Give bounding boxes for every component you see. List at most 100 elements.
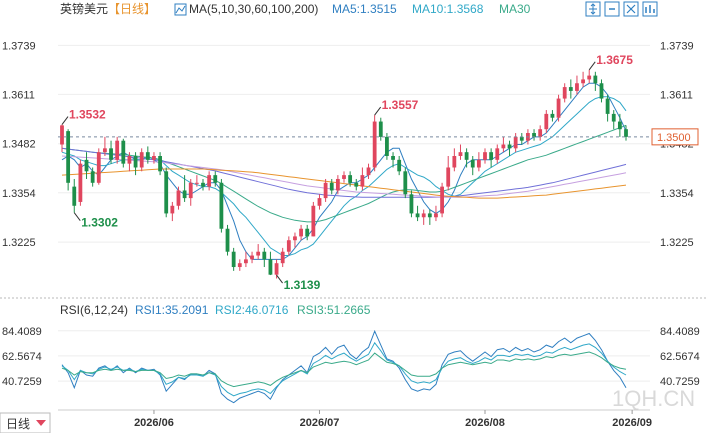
candle-up [501,144,506,149]
candle-down [348,175,353,183]
candle-down [617,121,622,130]
rsi-label: RSI(6,12,24) [60,303,128,317]
candle-down [219,182,224,229]
candle-up [342,175,346,179]
candle-up [96,152,101,183]
candle-down [231,251,236,268]
candle-down [464,152,469,160]
candle-up [170,205,175,214]
rsi2-line [61,341,627,397]
candle-down [378,121,383,137]
price-gridlines [58,44,650,243]
rsi-y-axis-left: 84.4089 62.5674 40.7259 [2,326,42,388]
chart-header: 英镑美元 【日线】 MA(5,10,30,60,100,200) MA5:1.3… [60,1,658,17]
period-button[interactable]: 日线 [0,412,51,433]
rsi-y-axis-right: 84.4089 62.5674 40.7259 [660,326,700,388]
candle-up [293,236,297,241]
price-tick-label-left: 1.3225 [2,237,36,249]
indicator-icon[interactable] [174,3,187,16]
rsi2-value: RSI2:46.0716 [215,303,289,317]
zoom-out-icon[interactable] [604,1,620,17]
candle-down [427,213,432,218]
candle-up [194,182,199,184]
candle-down [84,159,89,172]
candle-down [470,159,475,168]
candle-up [587,75,592,80]
ma5-value: MA5:1.3515 [332,2,397,16]
candle-up [581,79,585,84]
period-label[interactable]: 【日线】 [108,2,156,16]
candle-up [421,213,426,218]
candle-down [262,251,267,260]
candle-up [446,167,451,187]
high-price-label: 1.3532 [69,108,106,122]
candle-up [440,186,444,214]
ma200-line [61,168,627,199]
annotation-leader [73,212,81,221]
candle-up [556,98,561,118]
candle-up [317,198,322,206]
candle-down [90,171,95,183]
candle-down [109,148,113,160]
candle-up [103,148,107,153]
close-icon[interactable] [623,1,639,17]
candle-down [354,182,359,187]
candle-down [158,156,162,172]
candle-down [268,259,273,275]
fullscreen-icon[interactable] [585,1,601,17]
moving-average-lines [61,82,627,260]
candle-up [280,251,285,264]
candle-down [182,190,187,199]
rsi3-line [61,351,627,388]
annotation-leader [61,116,69,125]
price-y-axis-left: 1.3739 1.3611 1.3482 1.3354 1.3225 [2,40,36,249]
candle-up [250,255,254,260]
candle-up [434,213,438,218]
ma100-line [61,155,627,198]
candle-up [366,167,371,176]
last-price-label: 1.3500 [657,132,691,144]
candle-up [544,113,549,130]
candle-up [452,156,457,168]
last-price-marker: 1.3500 [58,128,699,146]
candle-up [311,205,316,237]
low-price-label: 1.3139 [284,278,321,292]
rsi1-value: RSI1:35.2091 [135,303,209,317]
x-tick-label: 2026/06 [134,417,174,429]
candle-up [562,87,567,99]
price-tick-label-left: 1.3482 [2,139,36,151]
candle-down [550,113,555,118]
candle-down [225,228,230,252]
candle-down [201,182,205,187]
rsi-header: RSI(6,12,24) RSI1:35.2091 RSI2:46.0716 R… [60,303,371,317]
candle-down [72,186,77,206]
rsi-tick-label-left: 84.4089 [2,326,42,338]
high-price-label: 1.3557 [382,98,419,112]
candle-down [397,159,402,172]
candle-up [495,148,500,160]
candle-down [403,171,408,195]
rsi-panel: RSI(6,12,24) RSI1:35.2091 RSI2:46.0716 R… [2,303,700,404]
candle-up [513,136,518,149]
candle-up [360,175,365,187]
x-tick-label: 2026/08 [465,417,505,429]
candle-down [611,113,616,122]
rsi1-line [61,329,627,404]
x-tick-label: 2026/07 [300,417,340,429]
candle-up [476,159,481,168]
candle-up [372,121,377,168]
watermark: 1QH.CN [612,386,695,411]
candlesticks [60,69,628,279]
candle-up [60,125,64,145]
candle-down [213,175,218,183]
candle-down [415,213,420,218]
candle-up [483,152,487,160]
candle-up [152,156,156,160]
high-price-label: 1.3675 [596,53,633,67]
candle-down [391,156,395,160]
annotation-leader [588,61,596,71]
candle-up [274,263,279,275]
chart-toggle-icon[interactable] [642,1,658,17]
rsi3-value: RSI3:51.2665 [297,303,371,317]
